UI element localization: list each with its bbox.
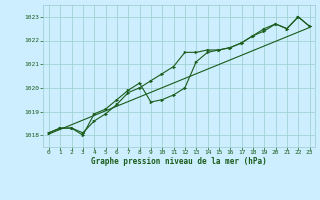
X-axis label: Graphe pression niveau de la mer (hPa): Graphe pression niveau de la mer (hPa) bbox=[91, 157, 267, 166]
